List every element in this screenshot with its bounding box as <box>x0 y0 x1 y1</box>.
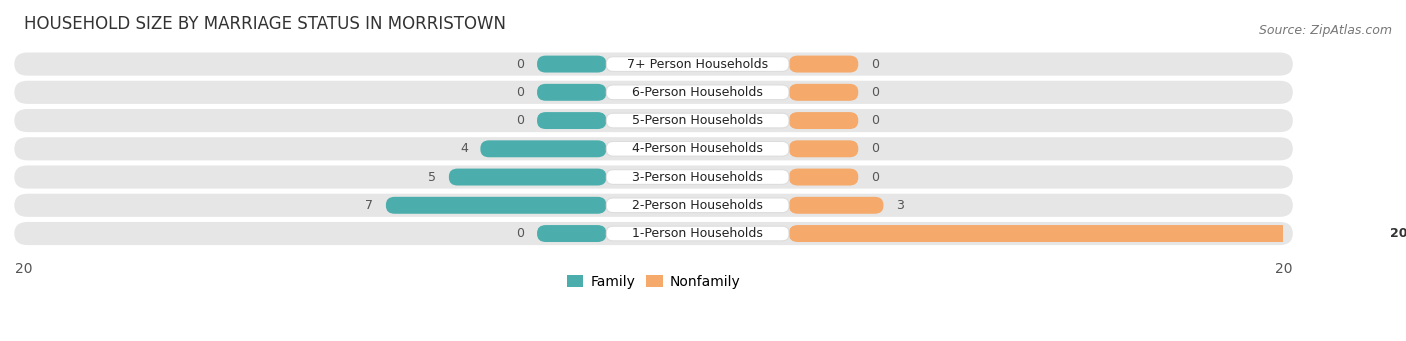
FancyBboxPatch shape <box>14 53 1294 76</box>
FancyBboxPatch shape <box>606 142 789 156</box>
FancyBboxPatch shape <box>789 197 883 214</box>
Text: 0: 0 <box>516 86 524 99</box>
Text: 0: 0 <box>516 114 524 127</box>
Legend: Family, Nonfamily: Family, Nonfamily <box>561 269 747 294</box>
Text: 0: 0 <box>516 227 524 240</box>
FancyBboxPatch shape <box>606 57 789 71</box>
FancyBboxPatch shape <box>789 112 858 129</box>
Text: 0: 0 <box>870 58 879 71</box>
Text: 7: 7 <box>366 199 374 212</box>
FancyBboxPatch shape <box>14 137 1294 160</box>
Text: 20: 20 <box>1391 227 1406 240</box>
Text: 3: 3 <box>896 199 904 212</box>
Text: 2-Person Households: 2-Person Households <box>633 199 763 212</box>
FancyBboxPatch shape <box>537 225 606 242</box>
FancyBboxPatch shape <box>606 198 789 213</box>
Text: 4: 4 <box>460 142 468 155</box>
FancyBboxPatch shape <box>537 112 606 129</box>
FancyBboxPatch shape <box>606 113 789 128</box>
FancyBboxPatch shape <box>789 140 858 157</box>
FancyBboxPatch shape <box>606 85 789 100</box>
Text: 4-Person Households: 4-Person Households <box>633 142 763 155</box>
FancyBboxPatch shape <box>14 81 1294 104</box>
Text: 1-Person Households: 1-Person Households <box>633 227 763 240</box>
Text: 0: 0 <box>870 142 879 155</box>
FancyBboxPatch shape <box>14 109 1294 132</box>
FancyBboxPatch shape <box>606 226 789 241</box>
Text: 3-Person Households: 3-Person Households <box>633 170 763 183</box>
FancyBboxPatch shape <box>14 194 1294 217</box>
Text: 7+ Person Households: 7+ Person Households <box>627 58 768 71</box>
Text: 0: 0 <box>516 58 524 71</box>
FancyBboxPatch shape <box>385 197 606 214</box>
Text: 0: 0 <box>870 170 879 183</box>
FancyBboxPatch shape <box>14 165 1294 189</box>
Text: 0: 0 <box>870 114 879 127</box>
FancyBboxPatch shape <box>789 56 858 73</box>
FancyBboxPatch shape <box>537 84 606 101</box>
FancyBboxPatch shape <box>606 170 789 184</box>
Text: HOUSEHOLD SIZE BY MARRIAGE STATUS IN MORRISTOWN: HOUSEHOLD SIZE BY MARRIAGE STATUS IN MOR… <box>24 15 506 33</box>
FancyBboxPatch shape <box>14 222 1294 245</box>
FancyBboxPatch shape <box>481 140 606 157</box>
FancyBboxPatch shape <box>537 56 606 73</box>
FancyBboxPatch shape <box>789 225 1406 242</box>
Text: 5: 5 <box>429 170 436 183</box>
Text: Source: ZipAtlas.com: Source: ZipAtlas.com <box>1258 24 1392 37</box>
FancyBboxPatch shape <box>449 168 606 186</box>
Text: 6-Person Households: 6-Person Households <box>633 86 763 99</box>
FancyBboxPatch shape <box>789 168 858 186</box>
FancyBboxPatch shape <box>789 84 858 101</box>
Text: 5-Person Households: 5-Person Households <box>633 114 763 127</box>
Text: 0: 0 <box>870 86 879 99</box>
